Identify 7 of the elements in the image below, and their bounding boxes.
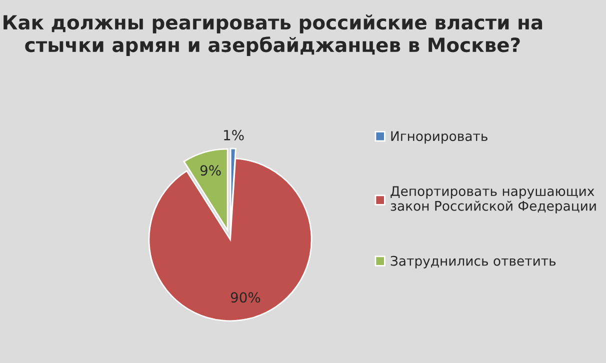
legend-label: Затруднились ответить bbox=[390, 256, 556, 268]
data-label: 1% bbox=[224, 130, 244, 140]
data-label: 90% bbox=[230, 292, 260, 303]
legend-label: Депортировать нарушающих закон Российской Федерации bbox=[390, 186, 596, 214]
chart-title: Как должны реагировать российские власти на стычки армян и азербайджанцев в Москве? bbox=[4, 14, 542, 56]
data-label: 9% bbox=[200, 165, 221, 176]
legend-label: Игнорировать bbox=[391, 131, 488, 144]
